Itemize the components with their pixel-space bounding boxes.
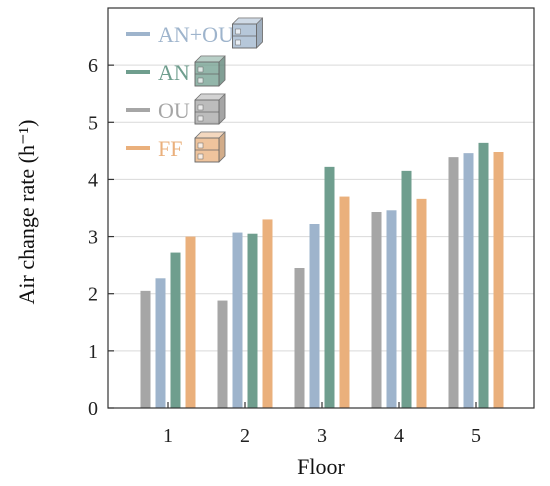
legend-label: FF [158,136,182,161]
bar-ou-floor-1 [140,290,151,408]
building-cutaway-icon [194,93,226,125]
bar-an-floor-2 [247,233,258,408]
bar-ff-floor-5 [493,152,504,408]
legend-item: AN [126,55,226,87]
x-tick-label: 3 [317,425,327,447]
y-axis-title: Air change rate (h⁻¹) [14,120,39,305]
bar-an-floor-4 [401,170,412,408]
legend-item: FF [126,131,226,163]
y-tick-label: 6 [88,55,98,77]
plot-frame [107,7,535,409]
x-tick-label: 2 [240,425,250,447]
bar-ou-floor-5 [448,157,459,408]
bar-ff-floor-3 [339,196,350,408]
bar-an-floor-5 [478,142,489,408]
legend-label: AN+OU [158,22,234,47]
bar-an-floor-3 [324,166,335,408]
bar-ou-floor-3 [294,268,305,408]
y-tick-label: 3 [88,227,98,249]
legend-label: OU [158,98,190,123]
x-tick-label: 4 [394,425,404,447]
bar-an-ou-floor-2 [232,232,243,408]
legend-item: AN+OU [126,17,264,49]
y-tick-label: 0 [88,398,98,420]
bar-ff-floor-1 [185,236,196,408]
legend-item: OU [126,93,226,125]
bar-an-ou-floor-3 [309,224,320,408]
x-tick-label: 1 [163,425,173,447]
legend-label: AN [158,60,190,85]
bar-ff-floor-2 [262,219,273,408]
legend: AN+OU AN OU FF [126,17,264,163]
bar-an-ou-floor-4 [386,210,397,408]
x-tick-label: 5 [471,425,481,447]
bar-ou-floor-2 [217,300,228,408]
building-cutaway-icon [194,55,226,87]
bar-ou-floor-4 [371,212,382,408]
building-cutaway-icon [231,17,264,49]
y-tick-label: 4 [88,169,98,191]
x-axis-title: Floor [297,454,345,479]
bar-ff-floor-4 [416,198,427,408]
building-cutaway-icon [194,131,226,163]
bar-an-ou-floor-5 [463,153,474,408]
bar-an-floor-1 [170,252,181,408]
bar-an-ou-floor-1 [155,278,166,408]
axis-ticks: 0 1 2 3 4 5 6 1 2 3 4 5 [88,55,481,447]
y-tick-label: 2 [88,284,98,306]
y-tick-label: 5 [88,112,98,134]
bars [140,142,504,408]
y-tick-label: 1 [88,341,98,363]
